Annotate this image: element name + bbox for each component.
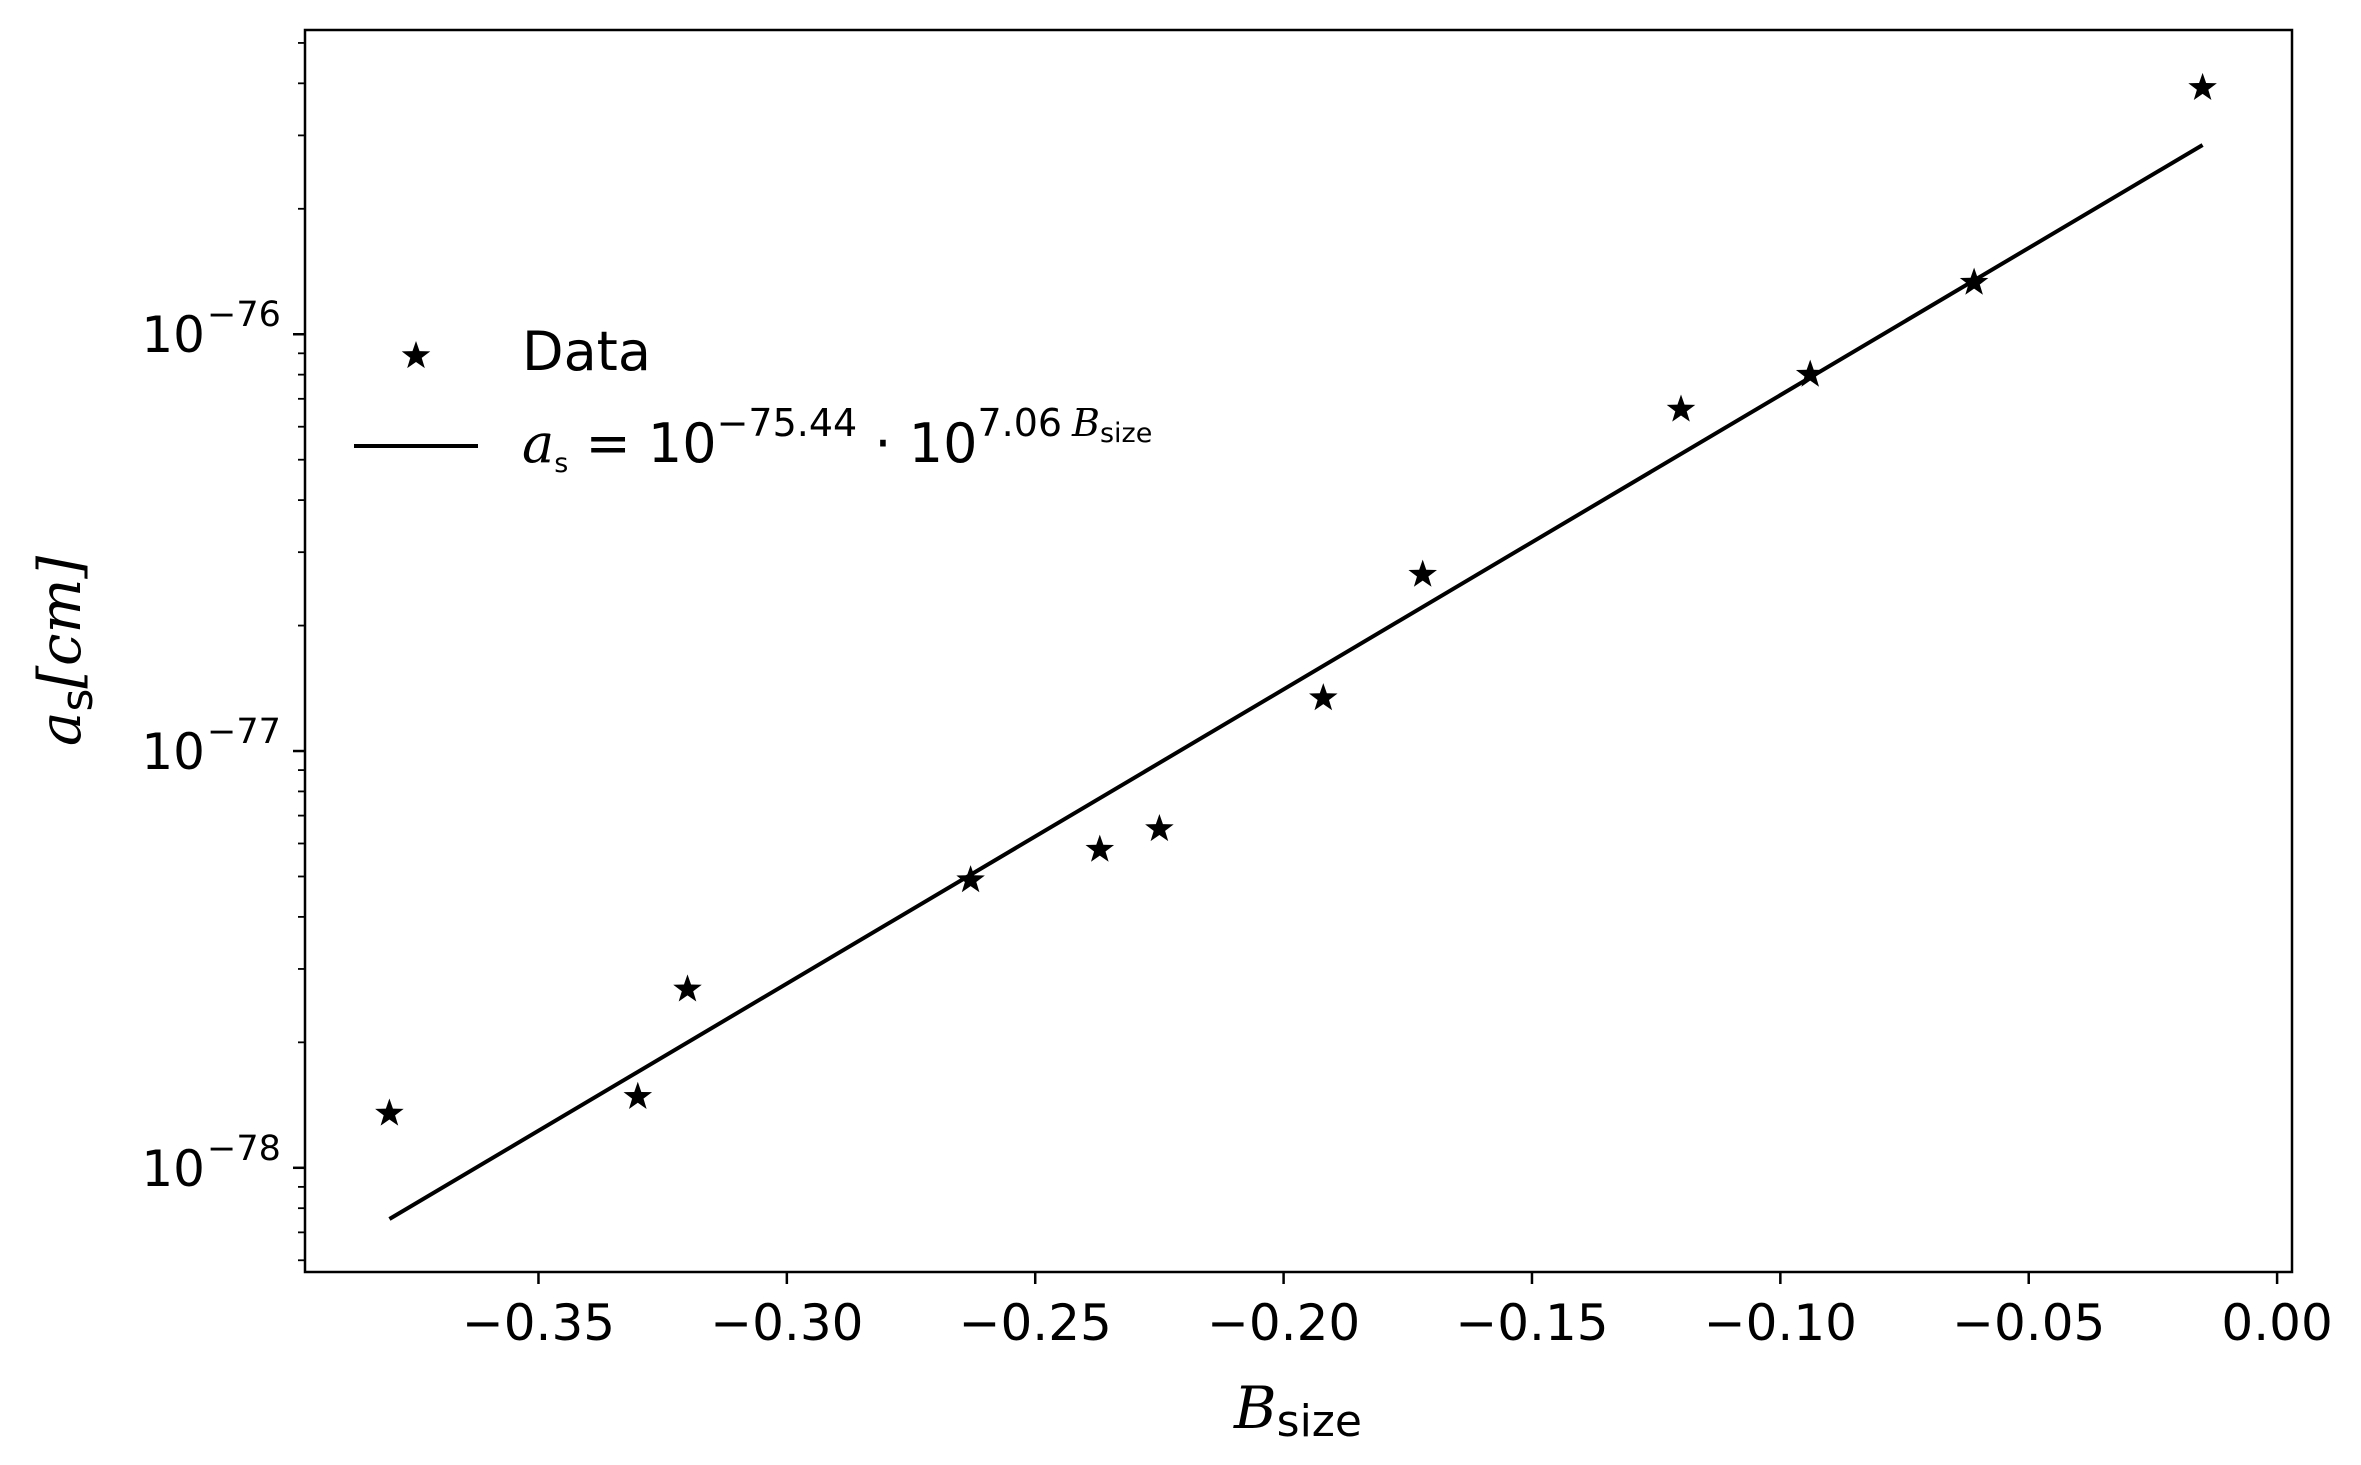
y-tick-label: 10 (141, 1140, 205, 1198)
svg-text:as[cm]: as[cm] (26, 556, 103, 747)
x-tick-label: −0.20 (1207, 1294, 1360, 1352)
data-point-star (1408, 559, 1437, 587)
x-tick-label: −0.05 (1952, 1294, 2105, 1352)
legend-star-marker (401, 341, 431, 369)
legend-fit-eq: = 10 (568, 412, 716, 475)
legend-fit-b: B (1071, 401, 1100, 445)
y-axis-title-sub: s (52, 689, 103, 712)
legend-fit-a: a (522, 412, 554, 475)
y-tick-label-exp: −78 (207, 1129, 281, 1169)
x-tick-label: 0.00 (2221, 1294, 2332, 1352)
data-point-star (1145, 814, 1174, 842)
data-point-star (375, 1098, 404, 1126)
data-point-star (1309, 683, 1338, 711)
data-point-star (673, 974, 702, 1002)
x-tick-label: −0.10 (1704, 1294, 1857, 1352)
legend-fit-a-sub: s (554, 448, 568, 479)
y-axis-title-main: a (26, 712, 94, 747)
y-axis-title: as[cm] (26, 556, 103, 747)
legend-fit-exp2: 7.06 (977, 401, 1062, 445)
data-point-star (956, 865, 985, 893)
legend-fit-exp1: −75.44 (717, 401, 858, 445)
plot-content (375, 72, 2217, 1221)
plot-frame (303, 28, 2294, 1274)
x-axis-title: Bsize (1233, 1374, 1362, 1447)
legend-label-fit: as = 10−75.44 · 107.06 Bsize (522, 401, 1152, 479)
tick-labels: −0.35 −0.30 −0.25 −0.20 −0.15 −0.10 −0.05 0.00 1… (141, 295, 2332, 1352)
data-point-star (623, 1081, 653, 1109)
legend-fit-dot: · 10 (857, 412, 977, 475)
legend: Data as = 10−75.44 · 107.06 Bsize (354, 320, 1152, 479)
y-tick-label-exp: −77 (207, 712, 281, 752)
y-tick-label: 10 (141, 723, 205, 781)
major-ticks (293, 332, 2279, 1284)
data-point-star (1795, 359, 1825, 387)
x-tick-label: −0.35 (462, 1294, 615, 1352)
y-tick-label-exp: −76 (207, 295, 281, 335)
y-axis-title-unit: [cm] (26, 556, 94, 689)
x-axis-title-main: B (1233, 1374, 1277, 1442)
data-point-star (1666, 394, 1696, 422)
legend-label-data: Data (522, 320, 651, 383)
legend-fit-b-sub: size (1100, 418, 1152, 449)
x-tick-label: −0.15 (1455, 1294, 1608, 1352)
x-axis-title-sub: size (1277, 1396, 1362, 1447)
x-tick-label: −0.25 (959, 1294, 1112, 1352)
data-point-star (1085, 834, 1115, 862)
fit-line (388, 143, 2204, 1221)
x-tick-label: −0.30 (710, 1294, 863, 1352)
data-point-star (1959, 267, 1989, 295)
y-tick-label: 10 (141, 306, 205, 364)
data-point-star (2188, 72, 2217, 101)
